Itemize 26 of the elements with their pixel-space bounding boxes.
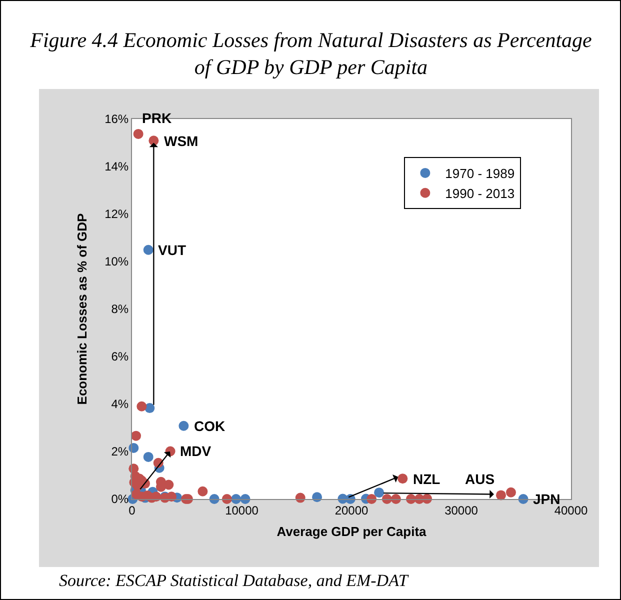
x-tick-label: 10000 xyxy=(225,503,259,518)
y-tick-label: 0% xyxy=(111,492,129,506)
x-tick-label: 0 xyxy=(128,503,136,518)
annotation: AUS xyxy=(465,471,495,487)
y-tick-label: 14% xyxy=(104,160,129,174)
annotation: MDV xyxy=(180,443,212,459)
x-tick-label: 30000 xyxy=(444,503,478,518)
y-tick-label: 16% xyxy=(104,112,129,126)
y-tick-label: 4% xyxy=(111,397,129,412)
annotation: VUT xyxy=(158,242,186,258)
chart-title: Figure 4.4 Economic Losses from Natural Disasters as Percentage of GDP by GDP per Capita xyxy=(29,27,593,81)
legend-label: 1990 - 2013 xyxy=(445,186,515,201)
y-tick-label: 6% xyxy=(111,350,129,364)
y-tick-label: 10% xyxy=(104,254,129,269)
annotation: NZL xyxy=(413,471,441,487)
y-tick-label: 8% xyxy=(111,302,129,316)
x-tick-label: 20000 xyxy=(334,503,369,518)
annotation: COK xyxy=(194,418,226,434)
source-note: Source: ESCAP Statistical Database, and EM-DAT xyxy=(59,571,408,591)
annotation: PRK xyxy=(142,110,172,126)
x-axis-title: Average GDP per Capita xyxy=(276,524,428,539)
y-axis-title: Economic Losses as % of GDP xyxy=(74,212,90,405)
y-tick-label: 2% xyxy=(111,444,129,459)
legend-label: 1970 - 1989 xyxy=(445,166,515,182)
y-tick-label: 12% xyxy=(104,207,129,222)
annotation: WSM xyxy=(164,133,198,149)
